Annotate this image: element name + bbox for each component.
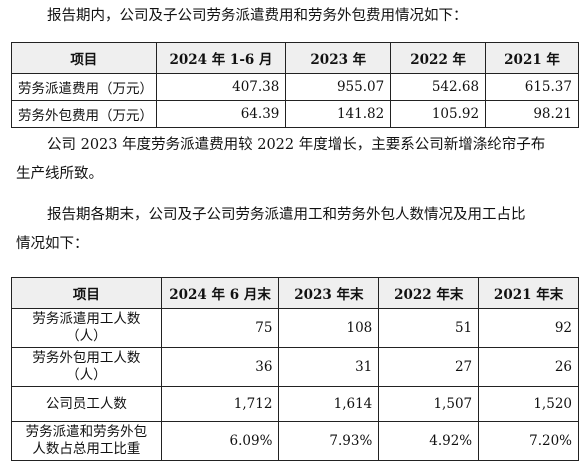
cell-value: 6.09% bbox=[160, 421, 280, 461]
cell-value: 7.93% bbox=[278, 421, 380, 461]
header-cell: 2021 年 bbox=[485, 42, 579, 74]
intro-paragraph: 报告期内，公司及子公司劳务派遣费用和劳务外包费用情况如下： bbox=[47, 8, 468, 24]
header-cell: 2022 年 bbox=[390, 42, 487, 74]
cell-value: 108 bbox=[278, 308, 380, 348]
row-label: 劳务派遣和劳务外包 人数占总用工比重 bbox=[11, 421, 162, 461]
cell-value: 51 bbox=[378, 308, 480, 348]
table-header-row: 项目 2024 年 1-6 月 2023 年 2022 年 2021 年 bbox=[11, 42, 579, 74]
row-label-line-2: 人数占总用工比重 bbox=[32, 441, 141, 457]
headcount-table: 项目 2024 年 6 月末 2023 年末 2022 年末 2021 年末 劳… bbox=[11, 277, 579, 461]
cell-value: 92 bbox=[478, 308, 579, 348]
paragraph-2-line-2: 生产线所致。 bbox=[16, 166, 103, 182]
table-row: 劳务派遣和劳务外包 人数占总用工比重 6.09% 7.93% 4.92% 7.20… bbox=[11, 421, 579, 461]
paragraph-3-line-1: 报告期各期末，公司及子公司劳务派遣用工和劳务外包人数情况及用工占比 bbox=[47, 207, 526, 223]
row-label: 劳务外包用工人数 （人） bbox=[11, 347, 162, 387]
cell-value: 26 bbox=[478, 347, 579, 387]
cell-value: 1,712 bbox=[160, 386, 280, 422]
cell-value: 615.37 bbox=[485, 73, 579, 101]
cell-value: 1,614 bbox=[278, 386, 380, 422]
table-row: 劳务派遣用工人数 （人） 75 108 51 92 bbox=[11, 308, 579, 348]
cell-value: 105.92 bbox=[390, 100, 487, 128]
table-row: 公司员工人数 1,712 1,614 1,507 1,520 bbox=[11, 386, 579, 422]
header-cell: 2024 年 1-6 月 bbox=[155, 42, 287, 74]
cell-value: 64.39 bbox=[155, 100, 287, 128]
cell-value: 4.92% bbox=[378, 421, 480, 461]
cell-value: 7.20% bbox=[478, 421, 579, 461]
row-label-line-2: （人） bbox=[66, 328, 107, 344]
table-row: 劳务外包用工人数 （人） 36 31 27 26 bbox=[11, 347, 579, 387]
row-label-line-1: 劳务外包用工人数 bbox=[32, 350, 141, 366]
cell-value: 36 bbox=[160, 347, 280, 387]
paragraph-2-line-1: 公司 2023 年度劳务派遣费用较 2022 年度增长，主要系公司新增涤纶帘子布 bbox=[47, 137, 546, 153]
row-label: 劳务外包费用（万元） bbox=[11, 100, 157, 128]
cell-value: 955.07 bbox=[285, 73, 392, 101]
cell-value: 141.82 bbox=[285, 100, 392, 128]
table-row: 劳务外包费用（万元） 64.39 141.82 105.92 98.21 bbox=[11, 100, 579, 128]
header-cell: 项目 bbox=[11, 42, 157, 74]
paragraph-3-line-2: 情况如下： bbox=[16, 236, 89, 252]
cell-value: 27 bbox=[378, 347, 480, 387]
cell-value: 542.68 bbox=[390, 73, 487, 101]
header-cell: 项目 bbox=[11, 277, 162, 309]
table-header-row: 项目 2024 年 6 月末 2023 年末 2022 年末 2021 年末 bbox=[11, 277, 579, 309]
header-cell: 2021 年末 bbox=[478, 277, 579, 309]
row-label-line-2: （人） bbox=[66, 367, 107, 383]
cell-value: 98.21 bbox=[485, 100, 579, 128]
cell-value: 31 bbox=[278, 347, 380, 387]
cell-value: 1,520 bbox=[478, 386, 579, 422]
table-row: 劳务派遣费用（万元） 407.38 955.07 542.68 615.37 bbox=[11, 73, 579, 101]
row-label: 劳务派遣用工人数 （人） bbox=[11, 308, 162, 348]
header-cell: 2024 年 6 月末 bbox=[160, 277, 280, 309]
cell-value: 1,507 bbox=[378, 386, 480, 422]
header-cell: 2022 年末 bbox=[378, 277, 480, 309]
cell-value: 75 bbox=[160, 308, 280, 348]
row-label: 劳务派遣费用（万元） bbox=[11, 73, 157, 101]
row-label-line-1: 劳务派遣用工人数 bbox=[32, 311, 141, 327]
header-cell: 2023 年 bbox=[285, 42, 392, 74]
labor-cost-table: 项目 2024 年 1-6 月 2023 年 2022 年 2021 年 劳务派… bbox=[11, 42, 579, 128]
row-label-line-1: 劳务派遣和劳务外包 bbox=[25, 424, 148, 440]
row-label: 公司员工人数 bbox=[11, 386, 162, 422]
cell-value: 407.38 bbox=[155, 73, 287, 101]
header-cell: 2023 年末 bbox=[278, 277, 380, 309]
